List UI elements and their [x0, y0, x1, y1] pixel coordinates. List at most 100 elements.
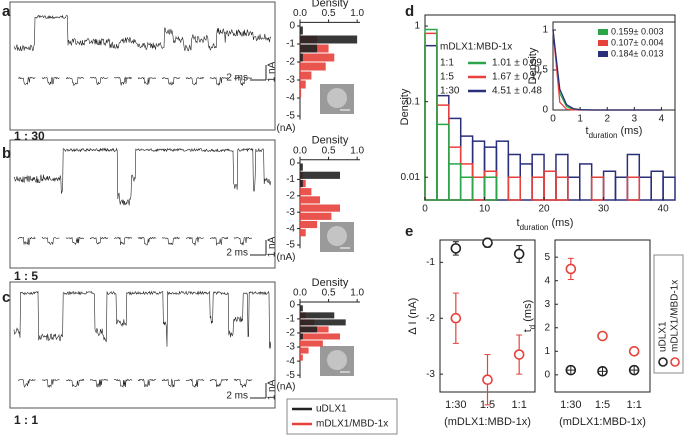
trace-frame: [9, 1, 276, 131]
y-tick-label: -3: [286, 75, 295, 86]
scale-current-label: 1 nA: [267, 61, 278, 82]
label-unit: (ms): [551, 217, 573, 229]
histogram-bar: [300, 220, 318, 229]
legend-label: mDLX1/MBD-1x: [670, 280, 681, 352]
histogram-bar: [483, 176, 498, 201]
current-trace: [185, 236, 205, 246]
histogram-bar: [300, 80, 306, 89]
histogram-bar: [436, 94, 450, 201]
x-tick-label: 3: [632, 114, 638, 125]
histogram-bar: [543, 170, 557, 201]
legend-stat: 0.184± 0.013: [611, 48, 663, 58]
y-tick-label: 0: [542, 105, 548, 116]
x-tick-label: 0.5: [322, 8, 336, 19]
histogram-bar: [555, 176, 569, 201]
x-axis-label: tduration (ms): [517, 217, 574, 232]
current-trace: [13, 14, 272, 52]
legend-stat: 1.01 ± 0.09: [492, 58, 542, 69]
y-axis-label: td (ms): [522, 300, 537, 333]
pore-image: [320, 346, 354, 376]
x-tick-label: 0: [550, 114, 556, 125]
histogram-bar: [614, 176, 629, 201]
histogram-bar: [448, 163, 462, 201]
histogram-bar: [300, 333, 340, 340]
label-text: t: [586, 125, 589, 137]
histogram-bar: [471, 140, 486, 201]
histogram-bar: [300, 305, 303, 312]
x-tick-label: 1.0: [350, 288, 364, 299]
plot-frame: [554, 239, 651, 393]
legend-label: 1:1: [440, 58, 454, 69]
current-trace: [13, 147, 272, 206]
y-axis-label: (nA): [277, 382, 296, 393]
histogram-bar: [300, 62, 326, 71]
current-trace: [113, 236, 133, 246]
y-tick-label: 0: [544, 369, 550, 380]
x-tick-label: 30: [598, 204, 610, 215]
histogram-bar: [590, 176, 605, 201]
label-text: t: [522, 329, 534, 332]
current-trace: [89, 236, 109, 245]
current-trace: [161, 236, 181, 246]
pore-image: [320, 222, 354, 252]
histogram-bar: [300, 347, 309, 354]
label-text: ∆ I (nA): [407, 298, 419, 335]
legend-label: 1:5: [440, 72, 454, 83]
histogram-bar: [662, 176, 676, 201]
histogram-bar: [590, 176, 605, 201]
current-trace: [113, 378, 133, 388]
label-text: Density: [399, 88, 411, 125]
y-tick-label: -2: [286, 190, 295, 201]
label-text: (mDLX1:MBD-1x): [444, 416, 531, 428]
histogram-bar: [495, 140, 510, 201]
histogram-bar: [483, 146, 498, 201]
histogram-bar: [300, 44, 318, 53]
current-trace: [41, 236, 60, 245]
histogram-bar: [300, 229, 306, 237]
label-subscript: duration: [589, 131, 618, 140]
current-trace: [18, 76, 36, 86]
x-tick-label: 10: [479, 204, 491, 215]
histogram-bar: [300, 354, 303, 361]
legend-label: uDLX1: [658, 321, 669, 352]
y-tick-label: -5: [286, 240, 295, 251]
y-axis-label: (nA): [277, 252, 296, 263]
data-point: [513, 248, 525, 260]
y-tick-label: -2: [426, 313, 435, 324]
label-subscript: d: [528, 325, 537, 329]
x-tick-label: 1: [577, 114, 583, 125]
histogram-bar: [507, 176, 521, 201]
histogram-bar: [448, 146, 462, 201]
y-tick-label: 1: [542, 25, 548, 36]
histogram-bar: [300, 326, 318, 333]
y-tick-label: 0: [289, 299, 295, 310]
current-trace: [233, 236, 253, 246]
y-tick-label: -3: [286, 342, 295, 353]
current-trace: [233, 76, 253, 87]
data-point: [482, 237, 493, 249]
x-tick-label: 1.0: [350, 145, 364, 156]
x-axis-label: (mDLX1:MBD-1x): [444, 416, 531, 428]
histogram-bar: [300, 333, 303, 340]
y-tick-label: 5: [544, 252, 550, 263]
legend-swatch: [598, 51, 608, 57]
x-tick-label: 0.0: [293, 8, 307, 19]
current-trace: [65, 236, 85, 246]
legend-swatch: [598, 40, 608, 46]
histogram-bar: [424, 28, 438, 201]
histogram-bar: [471, 176, 486, 201]
panel-letter: a: [2, 3, 11, 20]
label-unit: (ms): [620, 125, 642, 137]
y-tick-label: -2: [286, 57, 295, 68]
y-tick-label: -1: [286, 174, 295, 185]
label-unit: (ms): [522, 300, 534, 322]
data-point: [565, 263, 577, 275]
x-axis-label: Density: [312, 135, 349, 147]
y-tick-label: -5: [286, 111, 295, 122]
histogram-bar: [650, 170, 664, 201]
current-trace: [233, 378, 253, 388]
current-trace: [65, 76, 85, 87]
x-tick-label: 2: [604, 114, 610, 125]
histogram-bar: [638, 176, 652, 201]
